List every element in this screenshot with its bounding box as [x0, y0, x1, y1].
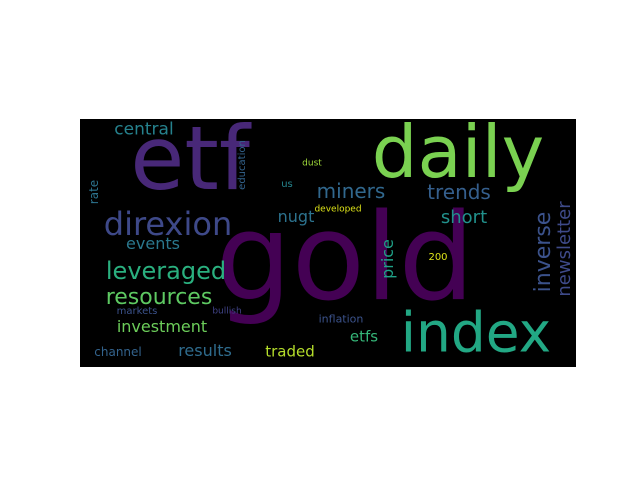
word-short: short: [440, 207, 488, 228]
word-daily: daily: [371, 119, 545, 194]
word-gold: gold: [215, 189, 475, 328]
word-resources: resources: [105, 285, 213, 310]
word-events: events: [126, 234, 180, 253]
word-200: 200: [428, 252, 448, 263]
word-rate: rate: [87, 179, 101, 205]
word-leveraged: leveraged: [105, 257, 227, 285]
word-developed: developed: [314, 204, 362, 215]
word-results: results: [178, 341, 232, 360]
word-central: central: [114, 119, 174, 140]
word-dust: dust: [302, 158, 322, 169]
word-etf: etf: [130, 119, 250, 210]
word-index: index: [400, 300, 552, 365]
word-inflation: inflation: [318, 312, 364, 326]
word-traded: traded: [265, 342, 315, 361]
word-inverse: inverse: [531, 211, 556, 293]
word-direxion: direxion: [103, 205, 233, 243]
word-channel: channel: [94, 345, 142, 359]
word-etfs: etfs: [349, 327, 379, 346]
word-price: price: [378, 239, 397, 279]
word-markets: markets: [116, 306, 158, 317]
word-nugt: nugt: [277, 207, 315, 226]
word-investment: investment: [116, 317, 208, 336]
word-us: us: [281, 179, 293, 190]
word-bullish: bullish: [212, 306, 242, 317]
word-education: education: [237, 140, 248, 190]
word-miners: miners: [316, 179, 386, 203]
word-cloud: gold etf daily index direxion leveraged …: [80, 119, 576, 367]
word-newsletter: newsletter: [554, 201, 575, 297]
word-trends: trends: [427, 180, 491, 204]
